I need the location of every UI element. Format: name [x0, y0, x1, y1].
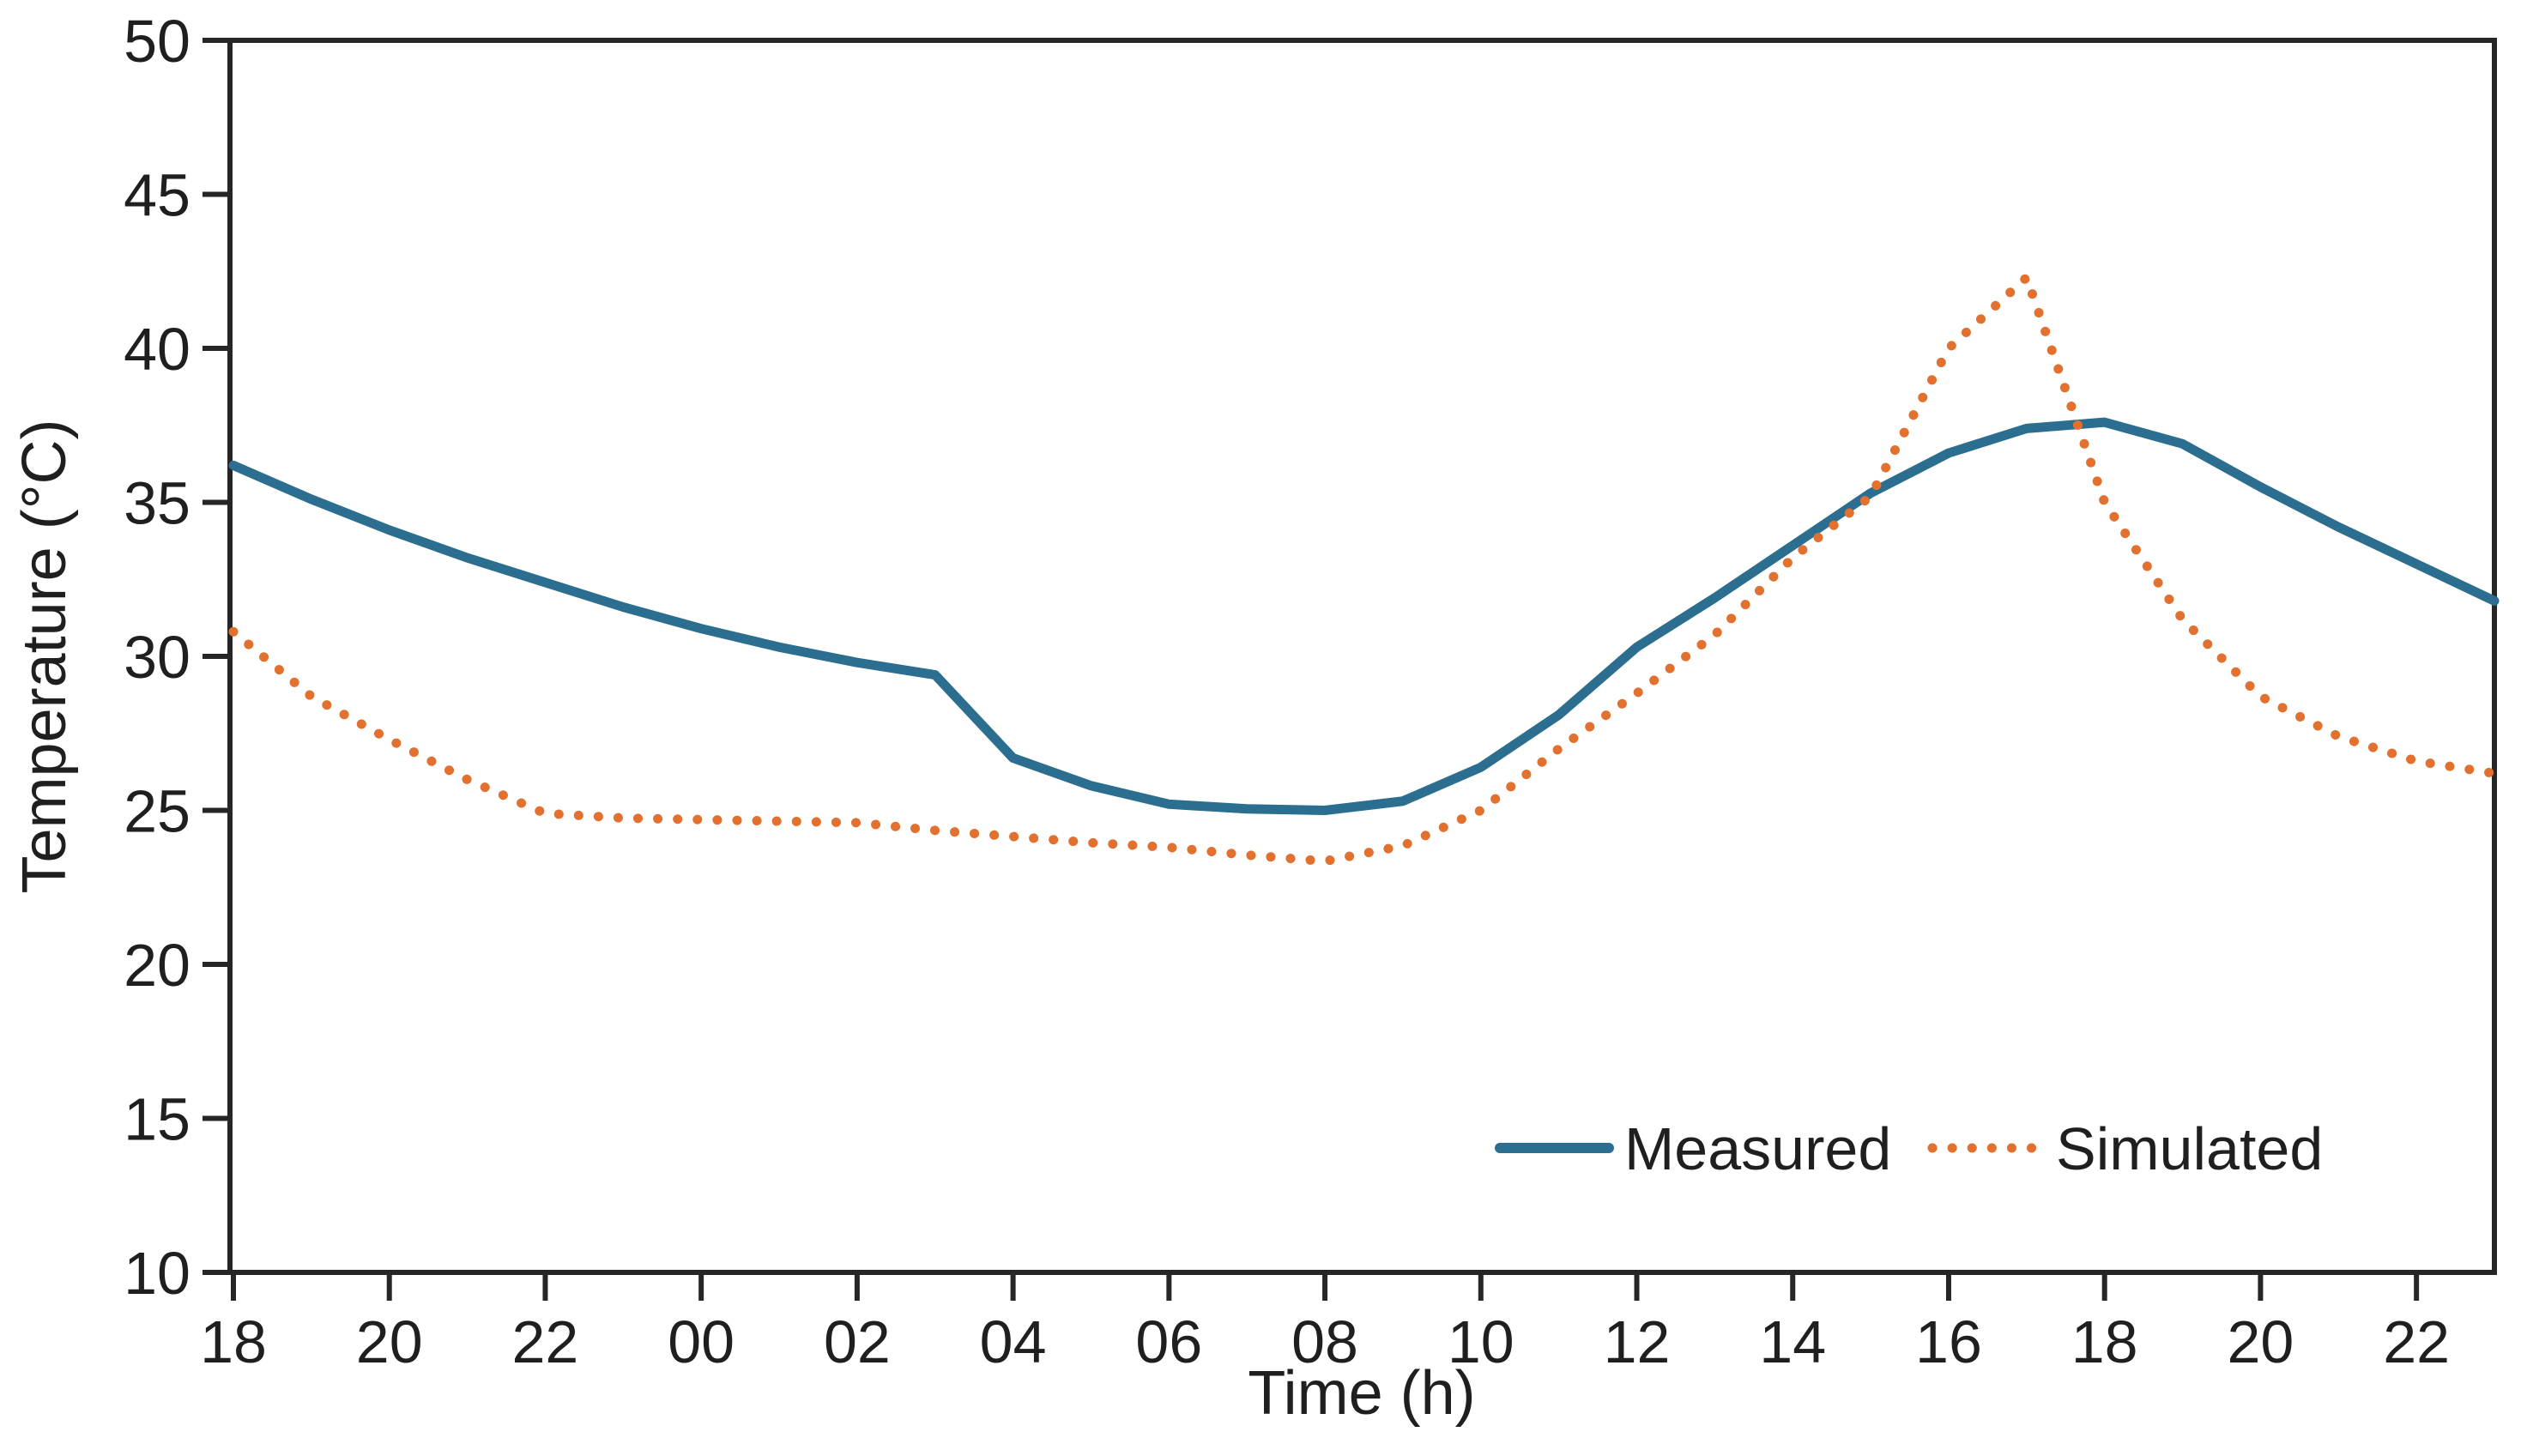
plot-frame: [227, 38, 2497, 1275]
x-tick-label: 12: [1604, 1308, 1671, 1375]
y-tick-label: 15: [124, 1086, 190, 1153]
x-axis-title: Time (h): [1248, 1359, 1475, 1428]
x-tick-label: 02: [824, 1308, 891, 1375]
measured-legend-label: Measured: [1624, 1115, 1891, 1182]
y-tick-label: 30: [124, 624, 190, 691]
x-tick-label: 06: [1135, 1308, 1202, 1375]
x-tick-label: 10: [1448, 1308, 1514, 1375]
y-tick-label: 20: [124, 932, 190, 999]
x-tick-label: 08: [1291, 1308, 1358, 1375]
y-tick-label: 45: [124, 162, 190, 229]
x-axis-ticks: 18 20 22 00 02 04 06 08 10 12 14 16 18 20 22: [200, 1272, 2450, 1375]
y-axis-ticks: 10 15 20 25 30 35 40 45 50: [124, 8, 230, 1307]
y-tick-label: 40: [124, 316, 190, 383]
simulated-legend-label: Simulated: [2056, 1115, 2323, 1182]
y-axis-title: Temperature (°C): [10, 420, 79, 894]
measured-line: [228, 417, 2500, 815]
x-tick-label: 20: [356, 1308, 423, 1375]
x-tick-label: 18: [2071, 1308, 2138, 1375]
simulated-line: [228, 272, 2500, 867]
x-tick-label: 14: [1759, 1308, 1826, 1375]
x-tick-label: 18: [200, 1308, 267, 1375]
x-tick-label: 04: [980, 1308, 1047, 1375]
x-tick-label: 16: [1915, 1308, 1982, 1375]
x-tick-label: 00: [668, 1308, 735, 1375]
y-tick-label: 10: [124, 1240, 190, 1307]
y-tick-label: 35: [124, 470, 190, 537]
y-tick-label: 25: [124, 778, 190, 845]
y-tick-label: 50: [124, 8, 190, 75]
x-tick-label: 22: [2383, 1308, 2450, 1375]
x-tick-label: 20: [2227, 1308, 2294, 1375]
legend: Measured Simulated: [1495, 1115, 2323, 1182]
x-tick-label: 22: [512, 1308, 579, 1375]
